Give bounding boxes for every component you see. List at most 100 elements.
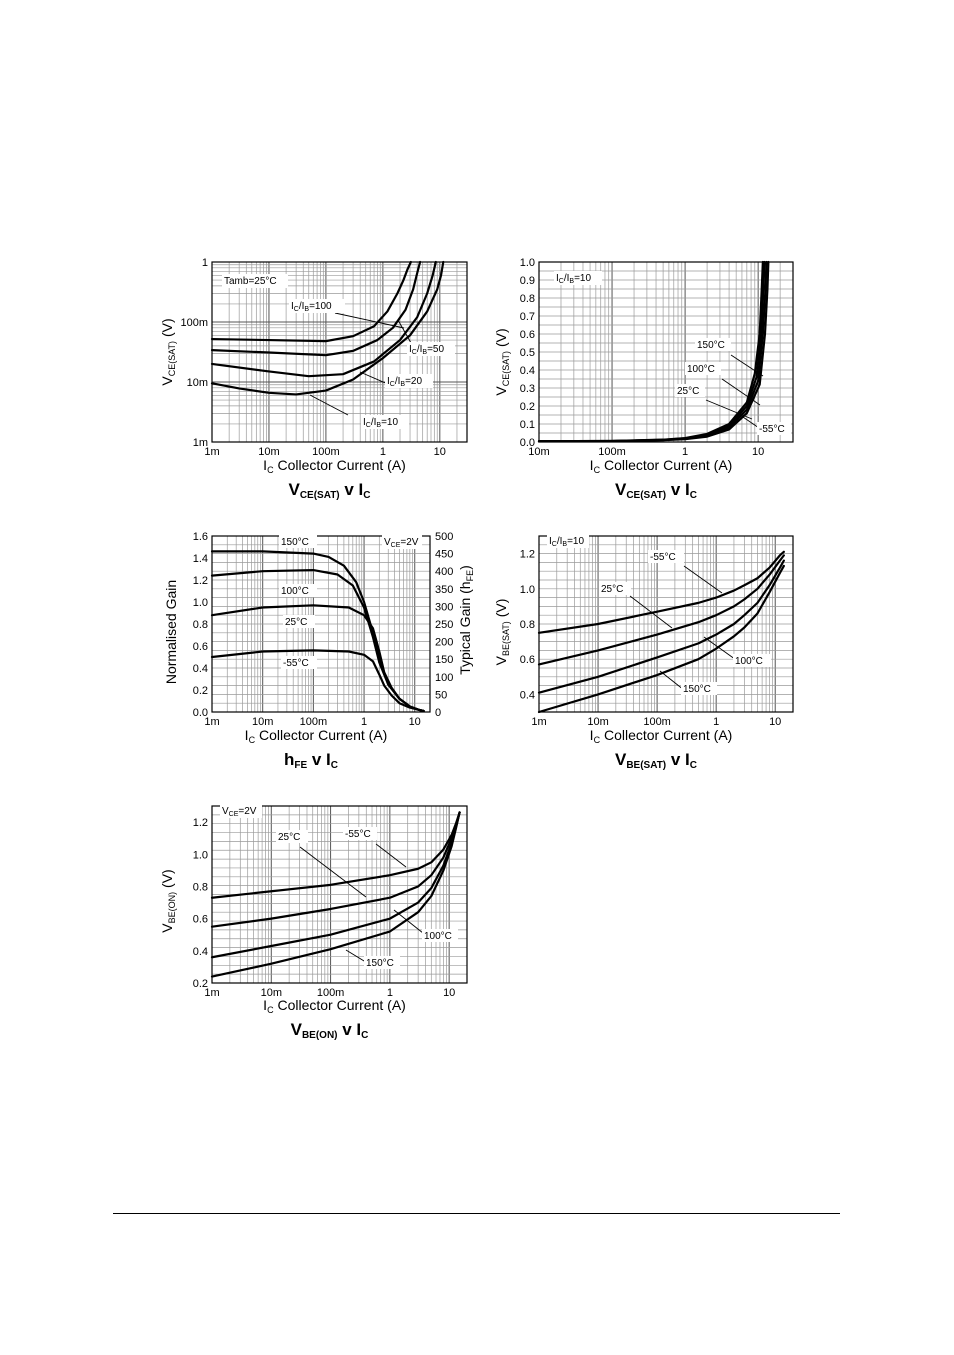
label-box bbox=[407, 342, 455, 356]
chart-title: VCE(SAT) v IC bbox=[615, 480, 697, 501]
x-axis-label: IC Collector Current (A) bbox=[590, 727, 733, 745]
series-label: 100°C bbox=[281, 586, 309, 597]
label-box bbox=[757, 422, 791, 435]
y-tick-label: 0.3 bbox=[520, 383, 535, 395]
y-axis-label: VCE(SAT) (V) bbox=[493, 328, 511, 395]
label-box bbox=[281, 656, 317, 669]
y-tick-label: 0.0 bbox=[193, 707, 208, 719]
chart-vbesat: 1m 10m 100m 1 10 0.4 0.6 0.8 1.0 1.2 IC Collector … bbox=[493, 534, 794, 771]
y-tick-label: 0.2 bbox=[193, 978, 208, 990]
series-label: 25°C bbox=[601, 584, 623, 595]
series-line bbox=[537, 564, 785, 714]
x-tick-label: 1 bbox=[682, 446, 688, 458]
x-tick-label: 10 bbox=[443, 987, 455, 999]
label-box bbox=[222, 274, 288, 288]
x-tick-label: 1m bbox=[531, 716, 546, 728]
x-tick-label: 1 bbox=[380, 446, 386, 458]
chart-title: VCE(SAT) v IC bbox=[288, 480, 370, 501]
condition-annotation: VCE=2V bbox=[222, 806, 257, 818]
x-tick-label: 1m bbox=[204, 446, 219, 458]
x-tick-label: 1m bbox=[204, 716, 219, 728]
series-line bbox=[210, 260, 422, 357]
y-tick-label: 0.4 bbox=[193, 663, 208, 675]
y2-tick-label: 250 bbox=[435, 619, 453, 631]
label-box bbox=[685, 362, 721, 375]
label-box bbox=[279, 584, 317, 597]
chart-vbeon: 1m 10m 100m 1 10 0.2 0.4 0.6 0.8 1.0 1.2 IC Collect… bbox=[159, 804, 468, 1041]
x-tick-label: 10 bbox=[752, 446, 764, 458]
plot-frame bbox=[538, 261, 794, 443]
y2-tick-label: 150 bbox=[435, 654, 453, 666]
x-tick-label: 10m bbox=[252, 716, 273, 728]
y-tick-label: 0.6 bbox=[520, 654, 535, 666]
series-label: 100°C bbox=[424, 931, 452, 942]
y-tick-label: 0.2 bbox=[520, 401, 535, 413]
x-tick-label: 100m bbox=[312, 446, 340, 458]
y-tick-label: 0.1 bbox=[520, 419, 535, 431]
leader-line bbox=[299, 846, 367, 898]
grid-vbeon bbox=[212, 806, 467, 983]
series-line bbox=[210, 260, 412, 343]
y-tick-label: 0.7 bbox=[520, 311, 535, 323]
y2-tick-label: 200 bbox=[435, 637, 453, 649]
y-tick-label: 0.0 bbox=[520, 437, 535, 449]
y-tick-label: 0.5 bbox=[520, 347, 535, 359]
y-tick-label: 0.9 bbox=[520, 275, 535, 287]
chart-title: VBE(SAT) v IC bbox=[615, 750, 697, 771]
y-axis-label: VBE(SAT) (V) bbox=[493, 599, 511, 666]
x-tick-label: 1 bbox=[361, 716, 367, 728]
label-box bbox=[733, 654, 771, 667]
label-box bbox=[283, 615, 315, 628]
label-box bbox=[364, 956, 400, 969]
x-tick-label: 10 bbox=[434, 446, 446, 458]
label-box bbox=[343, 827, 377, 840]
y-tick-label: 10m bbox=[187, 377, 208, 389]
y-tick-label: 0.6 bbox=[193, 914, 208, 926]
y-tick-label: 0.8 bbox=[193, 619, 208, 631]
series-label: -55°C bbox=[345, 829, 371, 840]
chart-hfe: 1m 10m 100m 1 10 0.0 0.2 0.4 0.6 0.8 1.0 1.2 1.4 1.6 0… bbox=[163, 531, 475, 771]
y-tick-label: 0.6 bbox=[520, 329, 535, 341]
series-line bbox=[537, 559, 785, 694]
series-line bbox=[537, 554, 785, 666]
x-axis-label: IC Collector Current (A) bbox=[263, 457, 406, 475]
label-box bbox=[220, 804, 262, 818]
series-label: 150°C bbox=[366, 958, 394, 969]
chart-vcesat-temp: 10m 100m 1 10 0.0 0.1 0.2 0.3 0.4 0.5 0.6 0.7 0.8 0.9… bbox=[493, 257, 794, 501]
y-tick-label: 0.4 bbox=[193, 946, 208, 958]
y-tick-label: 1.4 bbox=[193, 553, 208, 565]
leader-line bbox=[375, 843, 407, 868]
series-label: 25°C bbox=[278, 832, 300, 843]
x-axis-label: IC Collector Current (A) bbox=[263, 997, 406, 1015]
label-box bbox=[681, 682, 717, 695]
leader-line bbox=[334, 312, 405, 329]
x-tick-label: 10 bbox=[769, 716, 781, 728]
y-tick-label: 0.6 bbox=[193, 641, 208, 653]
leader-line bbox=[705, 399, 753, 420]
y2-tick-label: 450 bbox=[435, 549, 453, 561]
x-tick-label: 1 bbox=[713, 716, 719, 728]
y-tick-label: 1.0 bbox=[193, 849, 208, 861]
y-axis-label: Normalised Gain bbox=[163, 580, 179, 684]
plot-frame bbox=[211, 805, 468, 984]
series-label: 150°C bbox=[697, 340, 725, 351]
series-label: -55°C bbox=[283, 658, 309, 669]
y2-tick-label: 0 bbox=[435, 707, 441, 719]
series-line bbox=[210, 260, 445, 396]
y-tick-label: 100m bbox=[180, 317, 208, 329]
y-tick-label: 0.8 bbox=[520, 293, 535, 305]
leader-line bbox=[659, 670, 685, 691]
series-label: 100°C bbox=[735, 656, 763, 667]
series-line bbox=[537, 260, 770, 443]
plot-frame bbox=[538, 535, 794, 713]
series-label: IC/IB=100 bbox=[291, 301, 332, 313]
series-line bbox=[210, 649, 425, 712]
grid-vcesat-ratio bbox=[212, 262, 467, 442]
y-tick-label: 1.2 bbox=[193, 575, 208, 587]
y2-tick-label: 300 bbox=[435, 601, 453, 613]
series-label: 100°C bbox=[687, 364, 715, 375]
y-tick-label: 1.2 bbox=[193, 817, 208, 829]
label-box bbox=[289, 299, 345, 313]
